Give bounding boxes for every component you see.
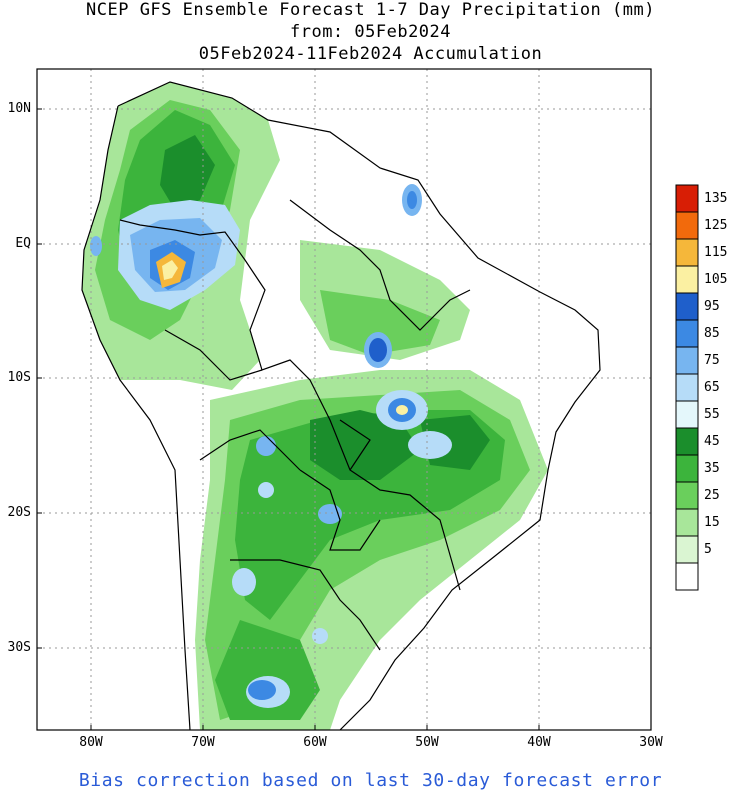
colorbar-label: 45 <box>704 434 720 449</box>
colorbar <box>675 184 699 591</box>
colorbar-label: 15 <box>704 515 720 530</box>
lat-label-10n: 10N <box>7 101 31 116</box>
colorbar-swatch <box>675 562 699 591</box>
colorbar-swatch <box>675 508 699 537</box>
colorbar-label: 55 <box>704 407 720 422</box>
colorbar-label: 135 <box>704 191 728 206</box>
colorbar-label: 5 <box>704 542 712 557</box>
map-title-line1: NCEP GFS Ensemble Forecast 1-7 Day Preci… <box>86 0 655 20</box>
colorbar-swatch <box>675 184 699 213</box>
colorbar-label: 115 <box>704 245 728 260</box>
lat-label-30s: 30S <box>7 640 31 655</box>
colorbar-swatch <box>675 292 699 321</box>
colorbar-label: 65 <box>704 380 720 395</box>
colorbar-label: 25 <box>704 488 720 503</box>
map-title-line3: 05Feb2024-11Feb2024 Accumulation <box>198 44 543 64</box>
map-title-line2: from: 05Feb2024 <box>289 22 452 42</box>
lat-label-20s: 20S <box>7 505 31 520</box>
colorbar-swatch <box>675 373 699 402</box>
colorbar-swatch <box>675 211 699 240</box>
colorbar-swatch <box>675 319 699 348</box>
colorbar-swatch <box>675 427 699 456</box>
map-frame <box>36 68 652 731</box>
colorbar-label: 105 <box>704 272 728 287</box>
colorbar-swatch <box>675 265 699 294</box>
colorbar-label: 75 <box>704 353 720 368</box>
bias-correction-note: Bias correction based on last 30-day for… <box>78 770 663 791</box>
lon-label-60w: 60W <box>303 735 327 750</box>
colorbar-swatch <box>675 454 699 483</box>
lon-label-40w: 40W <box>527 735 551 750</box>
country-borders <box>81 81 601 730</box>
lat-label-10s: 10S <box>7 370 31 385</box>
colorbar-label: 125 <box>704 218 728 233</box>
lon-label-30w: 30W <box>639 735 663 750</box>
colorbar-swatch <box>675 481 699 510</box>
grid-lines <box>37 69 651 730</box>
colorbar-swatch <box>675 346 699 375</box>
colorbar-label: 95 <box>704 299 720 314</box>
colorbar-swatch <box>675 400 699 429</box>
lon-label-80w: 80W <box>79 735 103 750</box>
colorbar-swatch <box>675 535 699 564</box>
colorbar-label: 35 <box>704 461 720 476</box>
colorbar-swatch <box>675 238 699 267</box>
lon-label-70w: 70W <box>191 735 215 750</box>
lon-label-50w: 50W <box>415 735 439 750</box>
lat-label-eq: EQ <box>15 236 31 251</box>
axis-ticks <box>37 108 652 730</box>
colorbar-label: 85 <box>704 326 720 341</box>
